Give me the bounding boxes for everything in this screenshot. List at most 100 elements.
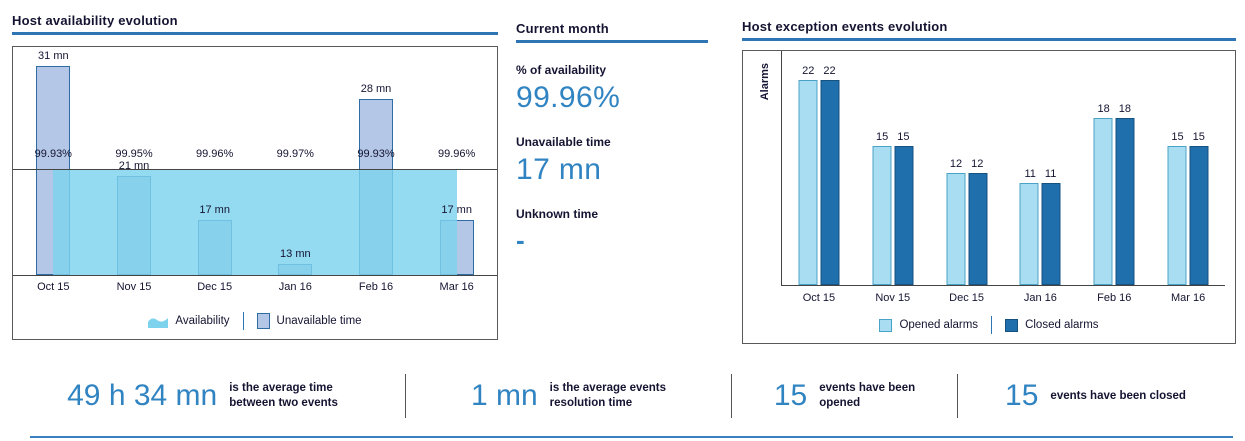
footer-stat-label: is the average events resolution time — [550, 381, 666, 411]
footer-stat-value: 49 h 34 mn — [67, 379, 218, 412]
alarm-value-labels: 15 15 — [876, 131, 910, 143]
alarm-bars — [946, 173, 988, 285]
availability-panel-title: Host availability evolution — [12, 13, 178, 28]
alarm-bar-group: 18 18 — [1093, 102, 1135, 285]
unavailable-time-value: 17 mn — [516, 153, 602, 186]
alarm-value-labels: 11 11 — [1024, 168, 1056, 180]
x-axis-label: Mar 16 — [439, 281, 474, 293]
footer-stat-label-line: events have been — [819, 382, 916, 395]
opened-alarms-bar — [798, 80, 818, 285]
availability-percent-label: % of availability — [516, 63, 607, 77]
footer-stat-label-line: opened — [819, 397, 861, 409]
events-legend: Opened alarms Closed alarms — [743, 316, 1235, 334]
unavailable-time-value-label: 21 mn — [118, 160, 150, 172]
footer-kpi-row: 49 h 34 mn is the average time between two… — [0, 366, 1245, 426]
availability-area-series — [53, 170, 457, 275]
title-underline — [12, 32, 498, 35]
availability-percent-label: 99.97% — [276, 148, 314, 160]
footer-stat-label-line: events have been closed — [1050, 389, 1186, 402]
current-month-panel-title: Current month — [516, 21, 609, 36]
unknown-time-label: Unknown time — [516, 207, 599, 221]
closed-alarms-value-label: 11 — [1044, 167, 1057, 180]
panel-host-availability: Host availability evolution 31 mn 99.93% O… — [12, 13, 498, 340]
availability-percent-value: 99.96% — [516, 81, 621, 114]
alarm-bar-group: 15 15 — [872, 131, 914, 285]
unavailable-time-value-label: 31 mn — [38, 50, 69, 62]
opened-alarms-bar — [1093, 117, 1113, 285]
closed-alarms-value-label: 15 — [1192, 130, 1205, 143]
availability-percent-label: 99.95% — [115, 148, 153, 160]
legend-label-opened-alarms: Opened alarms — [899, 319, 979, 331]
footer-divider — [731, 374, 732, 418]
unavailable-time-value-label: 28 mn — [360, 83, 392, 95]
alarm-value-labels: 22 22 — [802, 65, 836, 77]
closed-alarms-value-label: 22 — [823, 65, 836, 78]
footer-stat-value: 15 — [1005, 379, 1039, 412]
footer-stat: 15 events have been closed — [958, 366, 1233, 426]
alarm-bars — [1019, 182, 1061, 285]
footer-stat: 15 events have been opened — [732, 366, 957, 426]
footer-stat-value: 1 mn — [470, 379, 538, 412]
alarm-bars — [1093, 117, 1135, 285]
closed-alarms-icon — [1005, 318, 1019, 332]
legend-item-availability: Availability — [148, 315, 230, 328]
footer-stat-label-line: is the average events — [549, 382, 667, 395]
x-axis-label: Feb 16 — [1097, 292, 1132, 304]
availability-area-icon — [148, 317, 169, 328]
alarm-bars — [798, 80, 840, 285]
events-chart: Alarms 22 22 Oct 15 15 15 Nov 15 12 12 Dec 15 11 1… — [742, 50, 1236, 344]
footer-divider — [957, 374, 958, 418]
unavailable-time-value-label: 17 mn — [199, 204, 230, 216]
closed-alarms-value-label: 12 — [971, 158, 984, 171]
events-plot-area: 22 22 Oct 15 15 15 Nov 15 12 12 Dec 15 11 11 Jan 16… — [781, 51, 1225, 304]
alarm-bar-group: 15 15 — [1167, 131, 1209, 285]
unavailable-time-value-label: 13 mn — [280, 248, 311, 260]
unavailable-time-label: Unavailable time — [516, 135, 611, 149]
opened-alarms-value-label: 15 — [876, 130, 889, 143]
footer-stat-label: is the average time between two events — [229, 381, 338, 411]
x-axis-label: Dec 15 — [949, 292, 985, 304]
closed-alarms-bar — [1041, 182, 1061, 285]
opened-alarms-value-label: 15 — [1171, 130, 1184, 143]
unknown-time-value: - — [516, 225, 526, 255]
panel-exception-events: Host exception events evolution Alarms 2… — [742, 19, 1236, 344]
alarm-bars — [1167, 145, 1209, 285]
availability-percent-label: 99.93% — [34, 148, 72, 160]
availability-legend: Availability Unavailable time — [13, 312, 497, 330]
unavailable-bar-icon — [256, 313, 270, 329]
x-axis-label: Dec 15 — [197, 281, 233, 293]
availability-percent-label: 99.96% — [438, 148, 476, 160]
opened-alarms-value-label: 11 — [1024, 167, 1036, 180]
footer-divider — [405, 374, 406, 418]
x-axis-label: Jan 16 — [278, 281, 312, 293]
y-axis-label-alarms: Alarms — [759, 63, 771, 101]
legend-item-opened-alarms: Opened alarms — [879, 318, 979, 332]
title-underline — [742, 38, 1236, 41]
alarm-bar-group: 22 22 — [798, 65, 840, 285]
legend-item-unavailable-time: Unavailable time — [256, 313, 362, 329]
x-axis-label: Nov 15 — [875, 292, 911, 304]
legend-label-availability: Availability — [175, 315, 230, 327]
events-panel-title: Host exception events evolution — [742, 19, 948, 34]
panel-current-month: Current month % of availability 99.96% U… — [516, 21, 708, 256]
closed-alarms-value-label: 15 — [897, 130, 910, 143]
closed-alarms-bar — [1115, 117, 1135, 285]
x-axis-label: Oct 15 — [37, 281, 70, 293]
footer-stat-value: 15 — [773, 379, 808, 412]
availability-plot-area: 31 mn 99.93% Oct 15 21 mn 99.95% Nov 15 17 mn 9… — [13, 47, 497, 293]
alarm-bar-group: 12 12 — [946, 158, 988, 285]
opened-alarms-value-label: 18 — [1097, 102, 1110, 115]
opened-alarms-bar — [1167, 145, 1187, 285]
legend-label-unavailable-time: Unavailable time — [276, 315, 362, 327]
opened-alarms-bar — [946, 173, 966, 285]
alarm-value-labels: 15 15 — [1171, 131, 1205, 143]
footer-stat-label-line: resolution time — [549, 397, 633, 409]
x-axis-label: Feb 16 — [358, 281, 394, 293]
x-axis-label: Mar 16 — [1170, 292, 1206, 304]
x-axis-label: Oct 15 — [802, 292, 836, 304]
closed-alarms-bar — [894, 145, 914, 285]
x-axis-label: Nov 15 — [116, 281, 152, 293]
availability-percent-label: 99.96% — [196, 148, 234, 160]
availability-threshold-line — [13, 169, 497, 170]
opened-alarms-bar — [1019, 182, 1039, 285]
